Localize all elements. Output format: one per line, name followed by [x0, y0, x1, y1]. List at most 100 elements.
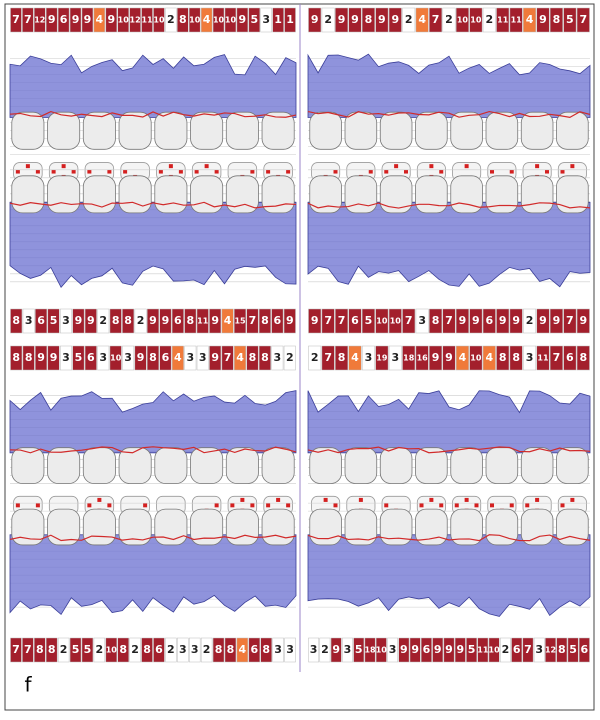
depth-value: 2: [96, 643, 104, 656]
depth-cell: [165, 7, 177, 33]
depth-cell: [224, 637, 237, 663]
depth-cell: [189, 637, 201, 663]
depth-value: 9: [72, 13, 80, 26]
depth-value: 9: [351, 13, 359, 26]
depth-cell: [319, 637, 331, 663]
depth-value: 8: [215, 643, 223, 656]
depth-value: 8: [512, 351, 520, 364]
gingival-margin: [307, 110, 591, 118]
depth-cell: [141, 7, 153, 33]
depth-value: 8: [12, 314, 20, 327]
depth-cell: [509, 345, 523, 371]
depth-value: 6: [37, 314, 45, 327]
depth-value: 1: [286, 13, 294, 26]
depth-cell: [271, 308, 284, 334]
depth-cell: [59, 345, 72, 371]
tooth-crown: [520, 111, 554, 150]
depth-cell: [35, 308, 48, 334]
depth-cell: [153, 637, 165, 663]
depth-value: 4: [174, 351, 182, 364]
depth-value: 8: [249, 351, 257, 364]
depth-value: 4: [418, 13, 426, 26]
gingival-margin: [307, 534, 591, 542]
depth-cell: [335, 308, 349, 334]
depth-value: 6: [566, 351, 574, 364]
depth-cell: [496, 308, 510, 334]
depth-cell: [375, 7, 389, 33]
depth-cell: [248, 637, 260, 663]
depth-cell: [563, 308, 577, 334]
depth-value: 16: [417, 354, 429, 363]
depth-cell: [442, 345, 456, 371]
depth-cell: [545, 637, 556, 663]
depth-cell: [209, 308, 222, 334]
depth-cell: [22, 308, 35, 334]
gingival-margin: [9, 446, 297, 454]
attachment-band: [307, 201, 591, 288]
tooth-crown: [344, 175, 378, 214]
site-mark: [560, 503, 565, 508]
depth-cell: [308, 308, 322, 334]
depth-value: 6: [274, 314, 282, 327]
tooth-crown: [485, 447, 519, 484]
depth-value: 10: [376, 646, 388, 655]
tooth-crown: [344, 508, 378, 546]
depth-value: 7: [553, 351, 561, 364]
depth-cell: [342, 637, 353, 663]
depth-cell: [482, 308, 496, 334]
depth-cell: [454, 637, 466, 663]
depth-cell: [364, 637, 376, 663]
depth-cell: [432, 637, 444, 663]
depth-cell: [429, 7, 443, 33]
depth-cell: [47, 308, 60, 334]
depth-cell: [361, 345, 375, 371]
depth-cell: [442, 308, 456, 334]
depth-value: 11: [511, 16, 523, 25]
tooth-crown: [520, 508, 554, 546]
depth-cell: [153, 7, 165, 33]
gingival-margin: [307, 202, 591, 209]
depth-value: 8: [432, 314, 440, 327]
site-mark: [158, 169, 163, 174]
site-mark: [384, 169, 389, 174]
site-mark: [266, 503, 271, 508]
depth-cell: [141, 637, 153, 663]
depth-value: 5: [355, 643, 363, 656]
tooth-crown: [309, 508, 342, 546]
depth-value: 9: [400, 643, 408, 656]
site-mark: [240, 497, 245, 502]
tooth-crown: [82, 447, 116, 484]
depth-cell: [469, 7, 483, 33]
depth-cell: [93, 7, 106, 33]
site-mark: [107, 503, 112, 508]
depth-cell: [455, 345, 469, 371]
depth-cell: [549, 7, 563, 33]
depth-value: 8: [48, 643, 56, 656]
depth-cell: [72, 345, 85, 371]
tooth-crown: [11, 508, 45, 546]
site-mark: [333, 169, 338, 174]
depth-cell: [196, 345, 209, 371]
tooth-crown: [190, 111, 224, 150]
depth-cell: [109, 308, 122, 334]
depth-cell: [335, 345, 349, 371]
depth-cell: [576, 308, 590, 334]
depth-cell: [523, 345, 537, 371]
depth-cell: [221, 308, 234, 334]
tooth-crown: [520, 175, 554, 214]
depth-value: 9: [48, 13, 56, 26]
depth-value: 8: [579, 351, 587, 364]
depth-value: 9: [539, 314, 547, 327]
depth-value: 18: [364, 646, 376, 655]
depth-value: 8: [262, 643, 270, 656]
site-mark: [490, 169, 495, 174]
site-mark: [250, 503, 255, 508]
depth-value: 5: [569, 643, 577, 656]
depth-value: 2: [167, 643, 175, 656]
site-mark: [429, 164, 434, 169]
depth-value: 7: [324, 351, 332, 364]
depth-value: 5: [84, 643, 92, 656]
site-mark: [525, 503, 530, 508]
depth-value: 7: [24, 13, 32, 26]
depth-cell: [212, 7, 225, 33]
